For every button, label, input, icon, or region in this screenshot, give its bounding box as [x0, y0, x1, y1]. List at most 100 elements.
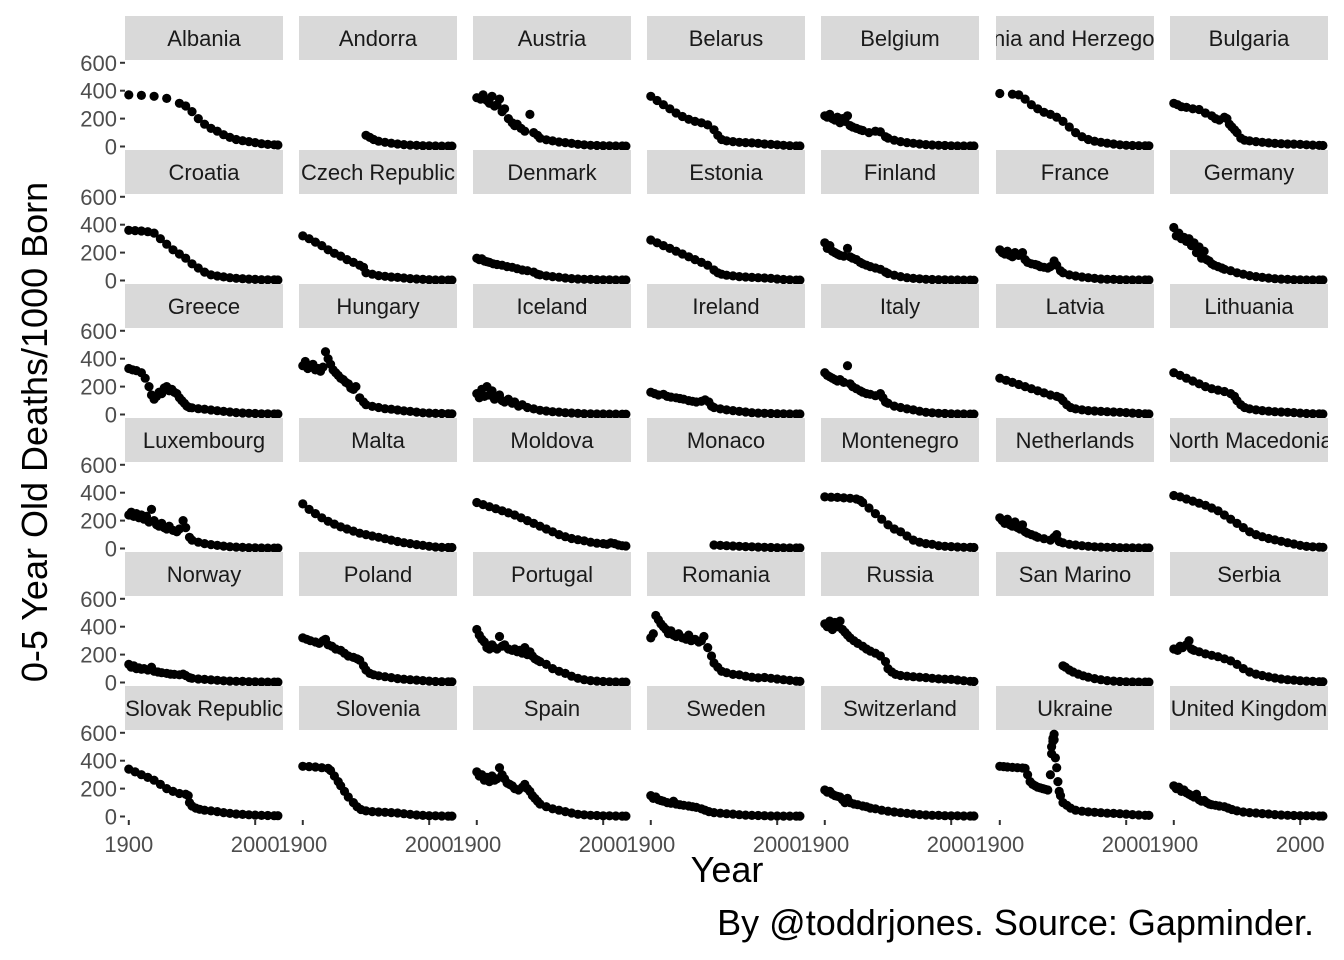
y-tick-label: 0: [105, 805, 117, 830]
data-points: [1058, 661, 1154, 687]
x-tick-label: 2000: [927, 832, 976, 857]
facet-strip: [996, 552, 1154, 596]
facet-strip: [1170, 150, 1328, 194]
facet-bosnia-and-herzegovina: Bosnia and Herzegovina: [995, 16, 1154, 151]
data-points: [1169, 490, 1328, 552]
data-point: [1055, 791, 1066, 801]
facet-label: Serbia: [1217, 562, 1281, 587]
facet-strip: [299, 686, 457, 730]
facet-label: Hungary: [336, 294, 419, 319]
data-point: [959, 409, 969, 419]
facet-strip: [821, 16, 979, 60]
facet-strip: [299, 418, 457, 462]
data-point: [952, 141, 963, 151]
facet-strip: [125, 284, 283, 328]
data-points: [124, 504, 283, 553]
facet-strip: [125, 150, 283, 194]
facet-strip: [821, 686, 979, 730]
data-point: [969, 676, 979, 687]
data-point: [795, 811, 805, 821]
facet-label: Latvia: [1046, 294, 1105, 319]
data-point: [447, 409, 457, 419]
x-tick-label: 1900: [104, 832, 153, 857]
x-tick-label: 1900: [278, 832, 327, 857]
data-point: [946, 275, 956, 285]
data-point: [703, 643, 713, 653]
y-tick-label: 400: [80, 347, 117, 372]
data-points: [820, 492, 979, 553]
data-point: [447, 141, 457, 151]
data-point: [1318, 542, 1328, 552]
data-point: [447, 275, 457, 285]
facet-croatia: Croatia: [124, 150, 283, 285]
facet-strip: [1170, 284, 1328, 328]
x-tick-label: 2000: [231, 832, 280, 857]
facet-strip: [996, 16, 1154, 60]
data-point: [193, 114, 203, 124]
facet-andorra: Andorra: [299, 16, 457, 151]
facet-north-macedonia: North Macedonia: [1169, 418, 1328, 552]
facet-strip: [647, 16, 805, 60]
data-point: [487, 386, 497, 396]
data-point: [1144, 543, 1154, 553]
y-tick-label: 600: [80, 51, 117, 76]
data-point: [273, 811, 283, 821]
facet-label: Austria: [518, 26, 587, 51]
data-point: [969, 141, 979, 151]
facet-malta: Malta: [298, 418, 457, 553]
data-point: [946, 811, 956, 821]
data-points: [646, 610, 805, 687]
facet-label: Germany: [1204, 160, 1294, 185]
data-point: [1308, 409, 1318, 419]
data-point: [140, 373, 150, 383]
data-point: [1052, 763, 1062, 773]
data-points: [995, 513, 1154, 553]
facet-czech-republic: Czech Republic: [298, 150, 457, 285]
facet-strip: [821, 418, 979, 462]
data-point: [753, 810, 763, 821]
data-point: [1017, 248, 1028, 258]
facet-strip: [125, 552, 283, 596]
data-point: [447, 542, 457, 553]
data-point: [437, 542, 447, 553]
facet-strip: [821, 552, 979, 596]
facet-strip: [996, 150, 1154, 194]
y-tick-label: 400: [80, 615, 117, 640]
y-tick-label: 400: [80, 749, 117, 774]
data-point: [611, 811, 621, 821]
data-point: [437, 275, 447, 285]
data-point: [959, 542, 969, 552]
y-axes: 0 200 400 600 0 200 400 600 0 200 400 600 0 200 400 600…: [80, 51, 125, 830]
data-point: [1020, 94, 1030, 104]
data-point: [952, 409, 963, 419]
facet-denmark: Denmark: [472, 150, 631, 285]
facet-strip: [125, 686, 283, 730]
data-point: [604, 409, 615, 419]
data-point: [263, 543, 273, 553]
facet-strip: [473, 418, 631, 462]
y-tick-label: 0: [105, 135, 117, 160]
facet-strip: [299, 16, 457, 60]
facet-label: Denmark: [507, 160, 597, 185]
facet-label: Monaco: [687, 428, 765, 453]
data-point: [766, 811, 776, 821]
data-point: [1127, 275, 1138, 285]
data-point: [320, 347, 331, 357]
facet-label: Albania: [167, 26, 241, 51]
facet-switzerland: Switzerland: [820, 686, 979, 821]
data-point: [155, 234, 165, 244]
data-point: [795, 141, 805, 151]
data-points: [1169, 98, 1328, 151]
data-point: [927, 810, 937, 820]
data-point: [124, 90, 134, 100]
data-points: [472, 497, 631, 551]
data-point: [1318, 409, 1328, 419]
data-points: [298, 633, 457, 687]
facet-iceland: Iceland: [472, 284, 631, 419]
x-tick-label: 2000: [1276, 832, 1325, 857]
data-point: [520, 126, 530, 136]
data-point: [621, 141, 631, 151]
data-point: [1045, 770, 1055, 780]
y-tick-label: 600: [80, 319, 117, 344]
